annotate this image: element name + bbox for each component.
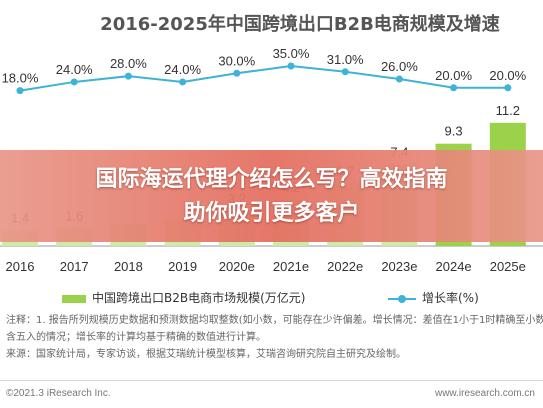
growth-point-2024e (450, 84, 458, 92)
note-line: 来源：国家统计局，专家访谈，根据艾瑞统计模型核算，艾瑞咨询研究院自主研究及绘制。 (6, 349, 406, 360)
x-tick-2022e: 2022e (327, 259, 363, 274)
x-tick-2024e: 2024e (436, 259, 472, 274)
legend-bar-swatch (62, 294, 86, 303)
legend-label-market-size: 中国跨境出口B2B电商市场规模(万亿元) (92, 291, 306, 305)
growth-label-2025e: 20.0% (489, 68, 526, 83)
footer-divider (0, 380, 543, 381)
growth-label-2022e: 31.0% (327, 52, 364, 67)
chart-title: 2016-2025年中国跨境出口B2B电商规模及增速 (100, 13, 500, 35)
x-tick-2018: 2018 (114, 259, 143, 274)
x-tick-2023e: 2023e (381, 259, 417, 274)
x-tick-2019: 2019 (168, 259, 197, 274)
growth-rate-line (19, 64, 508, 92)
growth-label-2019: 24.0% (164, 62, 201, 77)
growth-point-2021e (287, 62, 295, 70)
x-tick-2016: 2016 (6, 259, 35, 274)
x-tick-2017: 2017 (60, 259, 89, 274)
overlay-headline-line2: 助你吸引更多客户 (183, 201, 360, 226)
legend-item-growth-rate: 增长率(%) (388, 289, 479, 306)
x-tick-2021e: 2021e (273, 259, 309, 274)
growth-label-2018: 28.0% (110, 56, 147, 71)
note-line: 注释：1. 报告所列规模历史数据和预测数据均取整数(如小数，可能存在少许偏差。增… (6, 315, 543, 326)
growth-label-2016: 18.0% (2, 71, 39, 86)
overlay-headline-line1: 国际海运代理介绍怎么写？高效指南 (95, 167, 448, 192)
bar-label-2024e: 9.3 (445, 124, 463, 139)
growth-point-2022e (341, 68, 349, 76)
growth-point-2025e (504, 84, 512, 92)
growth-point-2020e (233, 69, 241, 77)
growth-point-2019 (179, 78, 187, 86)
growth-point-2017 (70, 78, 78, 86)
copyright-text: ©2021.3 iResearch Inc. (6, 388, 111, 399)
overlay-headline: 国际海运代理介绍怎么写？高效指南 助你吸引更多客户 (0, 163, 543, 231)
growth-point-2016 (16, 87, 24, 95)
growth-label-2023e: 26.0% (381, 59, 418, 74)
note-line: 含五入的情况；增长率的计算均基于精确的数值进行计算。 (6, 332, 266, 343)
overlay-banner (0, 150, 543, 242)
legend-item-market-size: 中国跨境出口B2B电商市场规模(万亿元) (62, 289, 305, 306)
x-tick-2020e: 2020e (219, 259, 255, 274)
growth-label-2017: 24.0% (56, 62, 93, 77)
bar-label-2025e: 11.2 (496, 103, 520, 118)
growth-point-2023e (395, 75, 403, 83)
legend-line-swatch (388, 294, 416, 303)
growth-label-2021e: 35.0% (273, 46, 310, 61)
chart: 2016-2025年中国跨境出口B2B电商规模及增速 1.41.63.24.25… (0, 13, 543, 274)
chart-notes: 注释：1. 报告所列规模历史数据和预测数据均取整数(如小数，可能存在少许偏差。增… (6, 312, 543, 363)
growth-label-2024e: 20.0% (435, 68, 472, 83)
growth-label-2020e: 30.0% (218, 53, 255, 68)
x-tick-2025e: 2025e (490, 259, 526, 274)
growth-point-2018 (124, 72, 132, 80)
source-url: www.iresearch.com.cn (434, 388, 535, 399)
legend-label-growth-rate: 增长率(%) (422, 291, 479, 305)
